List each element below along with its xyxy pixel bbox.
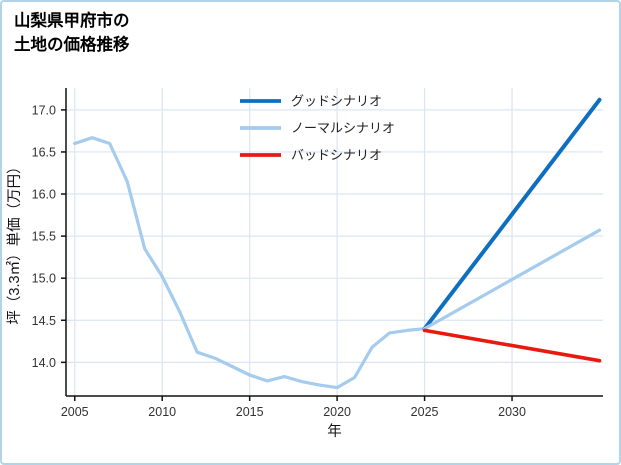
svg-text:15.5: 15.5 bbox=[32, 230, 56, 244]
legend-label-bad: バッドシナリオ bbox=[291, 148, 382, 163]
svg-text:2005: 2005 bbox=[61, 405, 89, 419]
chart-title: 山梨県甲府市の 土地の価格推移 bbox=[14, 10, 130, 58]
legend-item-normal: ノーマルシナリオ bbox=[240, 121, 395, 136]
svg-text:2025: 2025 bbox=[411, 405, 439, 419]
svg-text:15.0: 15.0 bbox=[32, 272, 56, 286]
axes bbox=[61, 88, 603, 401]
x-tick-labels: 2005 2010 2015 2020 2025 2030 bbox=[61, 405, 526, 419]
svg-text:14.0: 14.0 bbox=[32, 356, 56, 370]
svg-text:2015: 2015 bbox=[236, 405, 264, 419]
x-axis-label: 年 bbox=[327, 423, 342, 440]
series-good bbox=[422, 97, 602, 331]
svg-text:2030: 2030 bbox=[498, 405, 526, 419]
chart-title-line1: 山梨県甲府市の bbox=[14, 12, 130, 30]
series-normal bbox=[423, 228, 602, 331]
legend-label-good: グッドシナリオ bbox=[291, 94, 382, 109]
svg-text:16.0: 16.0 bbox=[32, 188, 56, 202]
series-history bbox=[73, 136, 427, 390]
svg-text:16.5: 16.5 bbox=[32, 145, 56, 159]
series-bad bbox=[422, 328, 602, 363]
legend-item-bad: バッドシナリオ bbox=[240, 148, 382, 163]
svg-text:2020: 2020 bbox=[323, 405, 351, 419]
svg-text:14.5: 14.5 bbox=[32, 314, 56, 328]
chart-title-line2: 土地の価格推移 bbox=[14, 35, 130, 54]
svg-text:2010: 2010 bbox=[148, 405, 176, 419]
svg-text:17.0: 17.0 bbox=[32, 103, 56, 117]
legend-label-normal: ノーマルシナリオ bbox=[291, 121, 395, 136]
y-axis-label: 坪（3.3㎡）単価（万円） bbox=[6, 159, 23, 324]
y-tick-labels: 14.0 14.5 15.0 15.5 16.0 16.5 17.0 bbox=[32, 103, 56, 369]
legend-item-good: グッドシナリオ bbox=[240, 94, 382, 109]
